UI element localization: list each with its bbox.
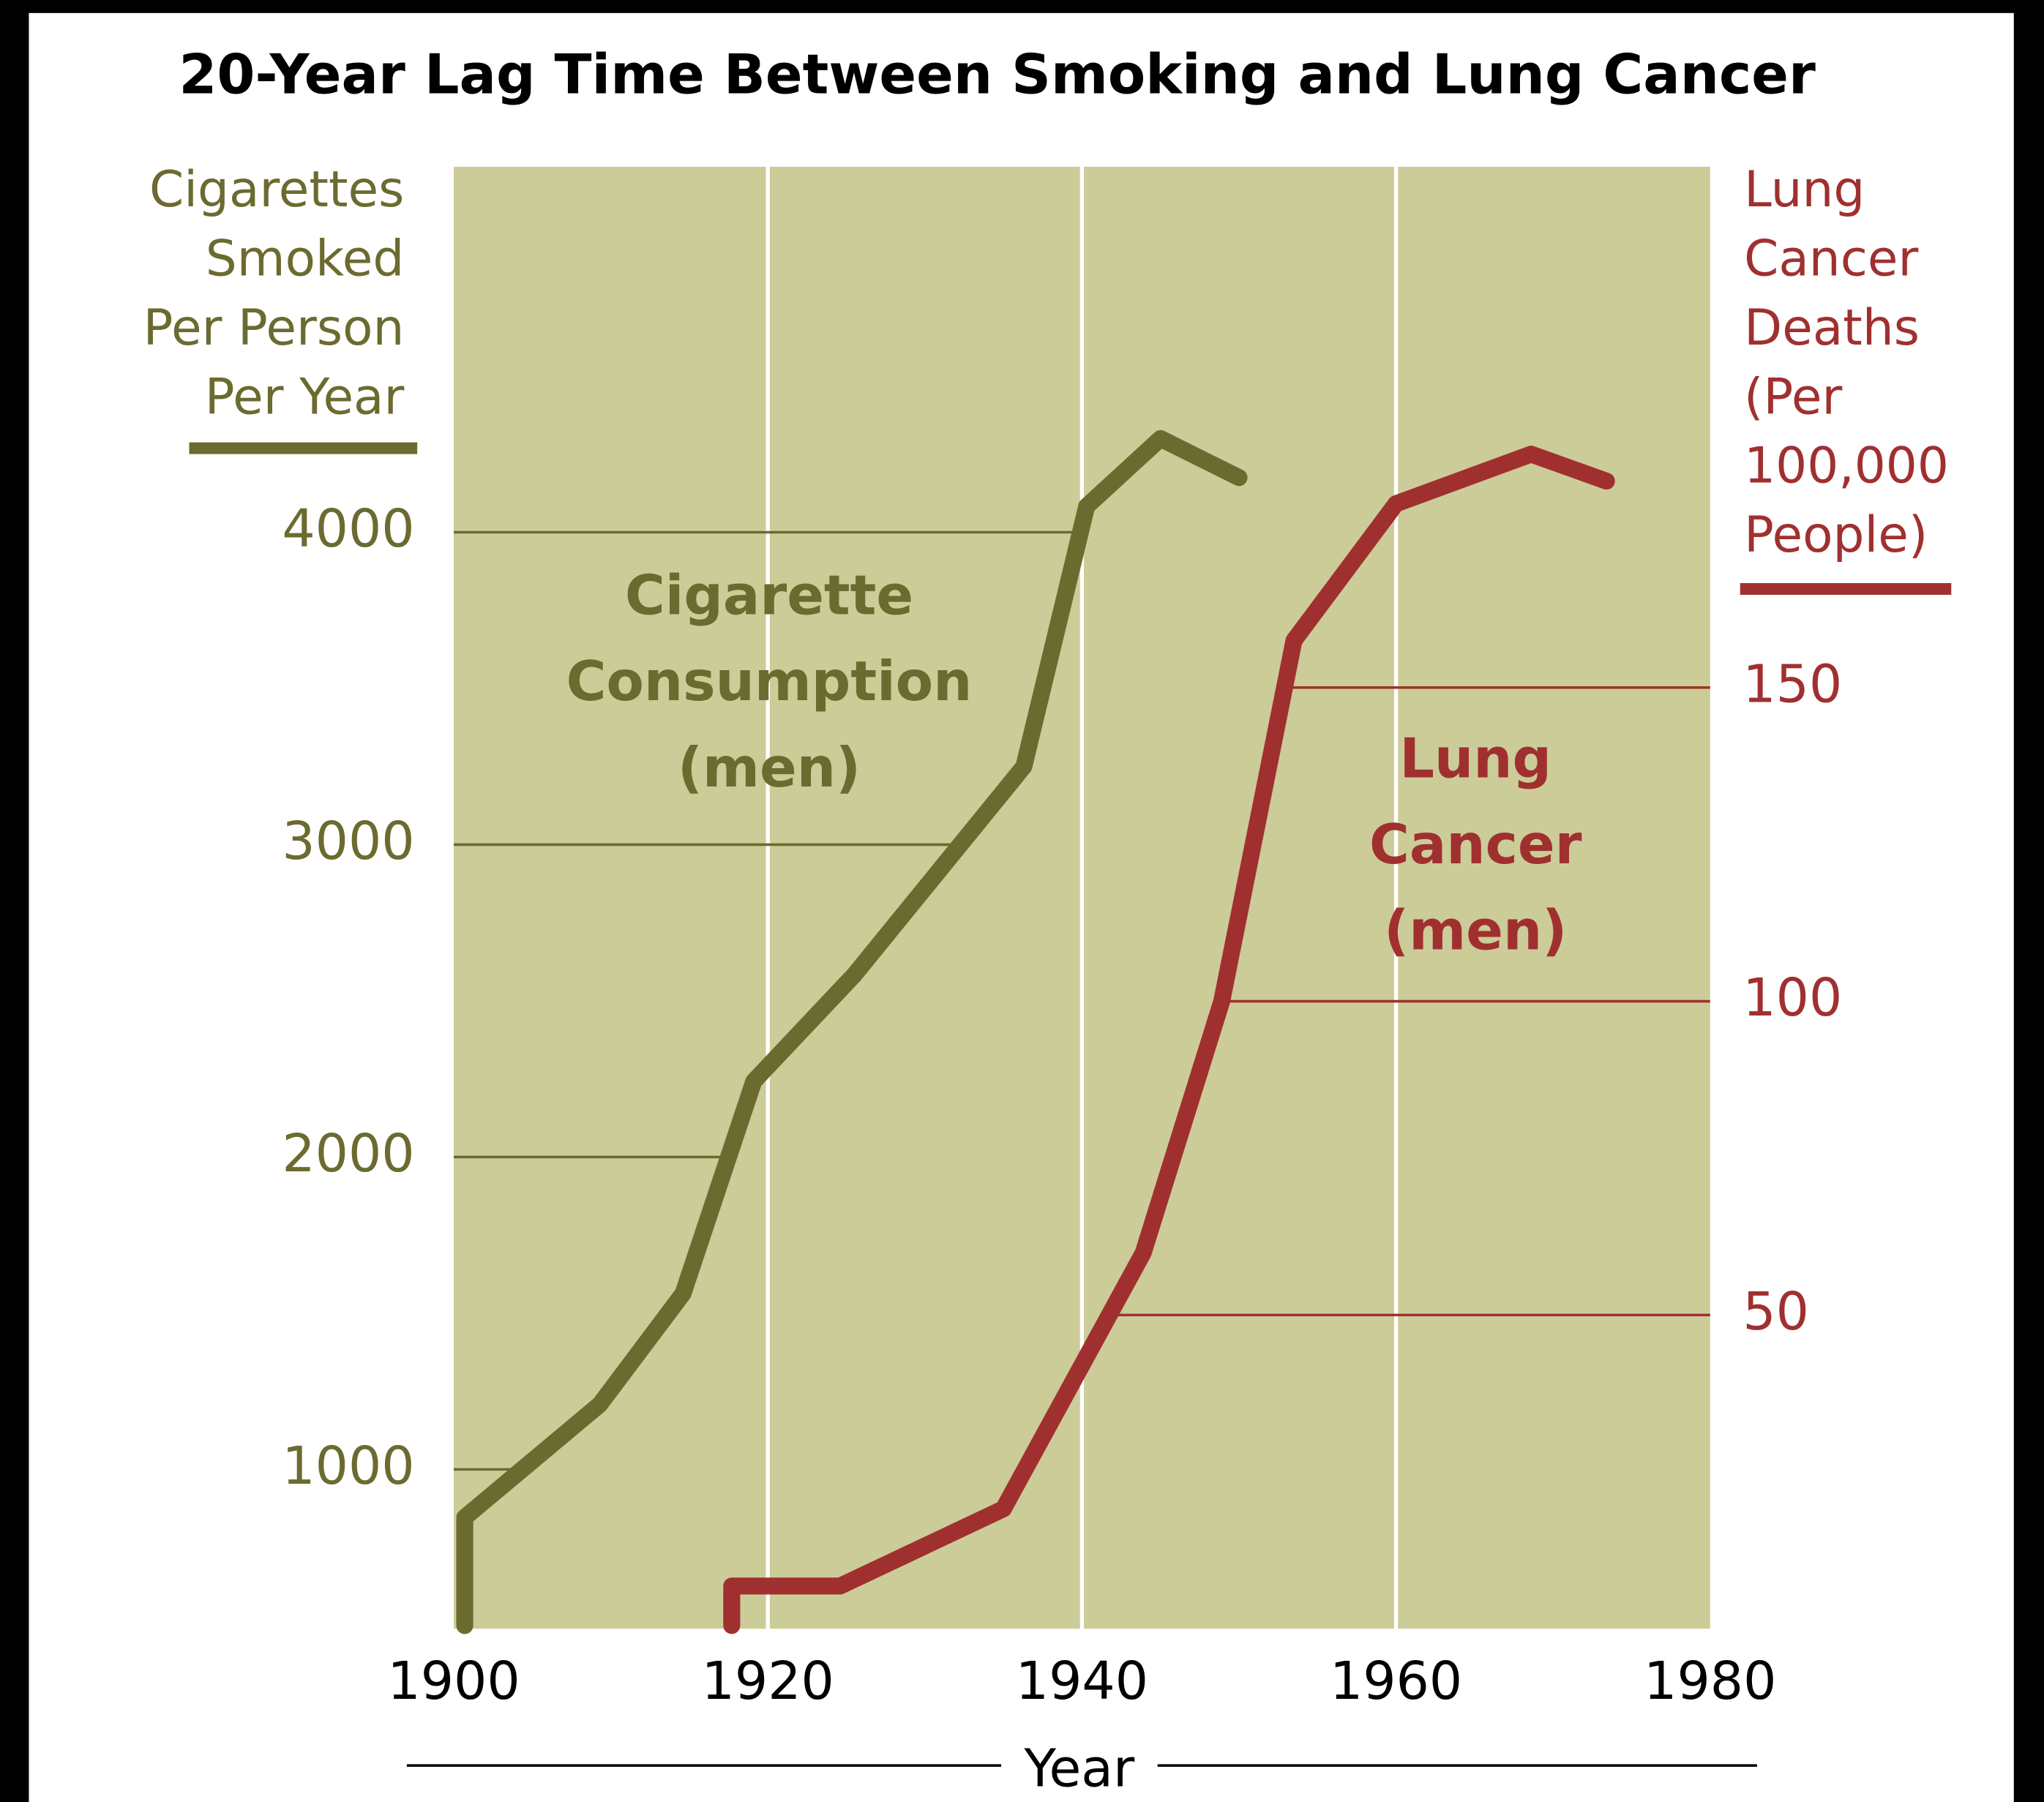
x-tick-label: 1960	[1330, 1651, 1462, 1711]
y-axis-label: Cigarettes	[149, 160, 404, 218]
series-annotation: Consumption	[566, 650, 973, 713]
y2-axis-label: People)	[1744, 506, 1928, 563]
series-line	[723, 446, 1615, 1634]
series-line	[456, 429, 1248, 1634]
y2-tick-label: 50	[1742, 1281, 1809, 1342]
y-tick-label: 4000	[282, 498, 414, 559]
y2-tick-label: 100	[1742, 967, 1842, 1028]
y2-axis-label: Cancer	[1744, 230, 1918, 288]
series-annotation: Cancer	[1369, 813, 1582, 876]
y-tick-label: 2000	[282, 1123, 414, 1184]
y-axis-label: Per Year	[205, 367, 405, 425]
y-axis-label: Smoked	[206, 230, 405, 288]
series-annotation: Lung	[1399, 727, 1551, 790]
series-annotation: (men)	[1384, 898, 1567, 962]
series-annotation: (men)	[678, 736, 861, 800]
y2-tick-label: 150	[1742, 653, 1842, 714]
x-axis-label: Year	[1023, 1738, 1135, 1799]
y2-axis-label: 100,000	[1744, 437, 1949, 495]
y-axis-label: Per Person	[143, 299, 405, 356]
y2-axis-label: (Per	[1744, 367, 1842, 425]
y2-axis-label: Deaths	[1744, 299, 1920, 356]
chart-title: 20-Year Lag Time Between Smoking and Lun…	[179, 42, 1816, 106]
y2-axis-label: Lung	[1744, 160, 1865, 218]
x-tick-label: 1900	[387, 1651, 520, 1711]
series-annotation: Cigarette	[625, 564, 913, 628]
y-tick-label: 1000	[282, 1435, 414, 1496]
x-tick-label: 1920	[702, 1651, 834, 1711]
x-tick-label: 1980	[1644, 1651, 1776, 1711]
x-tick-label: 1940	[1016, 1651, 1148, 1711]
y-tick-label: 3000	[282, 811, 414, 871]
